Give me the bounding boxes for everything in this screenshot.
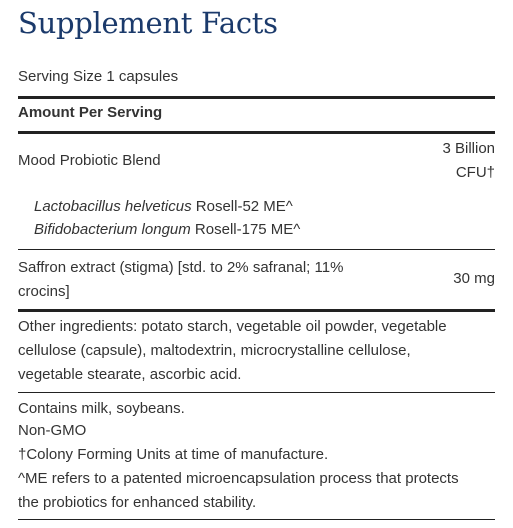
thick-divider-top — [18, 96, 495, 99]
note-line: the probiotics for enhanced stability. — [18, 494, 257, 511]
saffron-name-line1: Saffron extract (stigma) [std. to 2% saf… — [18, 259, 344, 276]
blend-name: Mood Probiotic Blend — [18, 152, 161, 169]
thin-divider-end — [18, 519, 495, 520]
other-ingredients-line: Other ingredients: potato starch, vegeta… — [18, 318, 447, 335]
blend-amount-line1: 3 Billion — [442, 140, 495, 157]
panel-title: Supplement Facts — [18, 6, 278, 40]
blend-sub-item: Bifidobacterium longum Rosell-175 ME^ — [34, 219, 300, 241]
blend-amount-line2: CFU† — [455, 164, 495, 181]
serving-size: Serving Size 1 capsules — [18, 68, 179, 85]
note-line: ^ME refers to a patented microencapsulat… — [18, 470, 459, 487]
saffron-amount: 30 mg — [453, 270, 495, 287]
saffron-name-line2: crocins] — [18, 283, 70, 300]
thick-divider-bottom — [18, 309, 495, 312]
sub-item-species: Bifidobacterium longum — [34, 221, 191, 238]
note-line: Non-GMO — [18, 422, 87, 439]
sub-item-strain: Rosell-175 ME^ — [194, 221, 301, 238]
thin-divider-row1 — [18, 249, 495, 250]
blend-sub-item: Lactobacillus helveticus Rosell-52 ME^ — [34, 196, 293, 218]
sub-item-species: Lactobacillus helveticus — [34, 198, 192, 215]
other-ingredients-line: vegetable stearate, ascorbic acid. — [18, 366, 242, 383]
thick-divider-header — [18, 131, 495, 134]
amount-per-serving-header: Amount Per Serving — [18, 104, 163, 121]
sub-item-strain: Rosell-52 ME^ — [195, 198, 293, 215]
thin-divider-notes — [18, 392, 495, 393]
note-line: †Colony Forming Units at time of manufac… — [18, 446, 329, 463]
note-line: Contains milk, soybeans. — [18, 400, 185, 417]
other-ingredients-line: cellulose (capsule), maltodextrin, micro… — [18, 342, 411, 359]
